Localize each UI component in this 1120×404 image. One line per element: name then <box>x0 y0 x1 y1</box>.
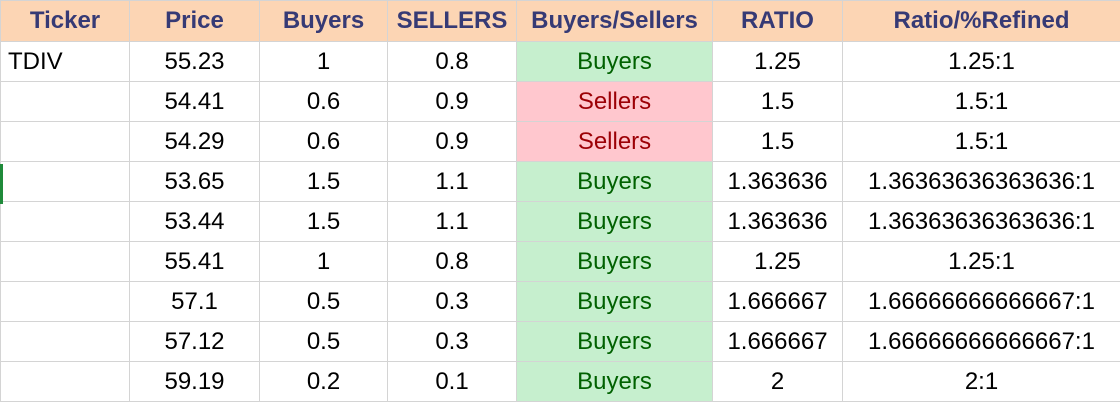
buyers-sellers-cell[interactable]: Sellers <box>516 121 713 162</box>
table-row: 54.29 0.6 0.9 Sellers 1.5 1.5:1 <box>0 121 1120 162</box>
ticker-cell[interactable] <box>0 241 130 282</box>
table-row: TDIV 55.23 1 0.8 Buyers 1.25 1.25:1 <box>0 41 1120 82</box>
buyers-sellers-cell[interactable]: Buyers <box>516 241 713 282</box>
column-header-buyers-sellers[interactable]: Buyers/Sellers <box>516 0 713 42</box>
ratio-cell[interactable]: 1.5 <box>712 81 843 122</box>
ratio-refined-cell[interactable]: 1.36363636363636:1 <box>842 201 1120 242</box>
ticker-cell[interactable] <box>0 81 130 122</box>
price-cell[interactable]: 54.41 <box>129 81 260 122</box>
table-row: 54.41 0.6 0.9 Sellers 1.5 1.5:1 <box>0 81 1120 122</box>
buyers-sellers-cell[interactable]: Buyers <box>516 361 713 402</box>
table-row: 59.19 0.2 0.1 Buyers 2 2:1 <box>0 361 1120 402</box>
ticker-cell[interactable] <box>0 281 130 322</box>
ratio-cell[interactable]: 1.363636 <box>712 161 843 202</box>
buyers-cell[interactable]: 1.5 <box>259 161 388 202</box>
ratio-refined-cell[interactable]: 1.25:1 <box>842 241 1120 282</box>
ticker-cell[interactable] <box>0 121 130 162</box>
buyers-sellers-cell[interactable]: Buyers <box>516 201 713 242</box>
buyers-cell[interactable]: 0.6 <box>259 81 388 122</box>
buyers-cell[interactable]: 0.5 <box>259 281 388 322</box>
ratio-refined-cell[interactable]: 1.66666666666667:1 <box>842 321 1120 362</box>
ratio-cell[interactable]: 1.5 <box>712 121 843 162</box>
buyers-sellers-cell[interactable]: Sellers <box>516 81 713 122</box>
ratio-cell[interactable]: 1.363636 <box>712 201 843 242</box>
table-row: 53.65 1.5 1.1 Buyers 1.363636 1.36363636… <box>0 161 1120 202</box>
sellers-cell[interactable]: 0.8 <box>387 41 517 82</box>
ratio-refined-cell[interactable]: 1.5:1 <box>842 81 1120 122</box>
ticker-cell[interactable] <box>0 321 130 362</box>
column-header-ratio[interactable]: RATIO <box>712 0 843 42</box>
price-cell[interactable]: 53.44 <box>129 201 260 242</box>
table-row: 57.12 0.5 0.3 Buyers 1.666667 1.66666666… <box>0 321 1120 362</box>
price-cell[interactable]: 54.29 <box>129 121 260 162</box>
buyers-cell[interactable]: 0.2 <box>259 361 388 402</box>
price-cell[interactable]: 57.1 <box>129 281 260 322</box>
price-cell[interactable]: 55.41 <box>129 241 260 282</box>
buyers-sellers-cell[interactable]: Buyers <box>516 41 713 82</box>
column-header-ticker[interactable]: Ticker <box>0 0 130 42</box>
buyers-cell[interactable]: 1 <box>259 241 388 282</box>
buyers-cell[interactable]: 1 <box>259 41 388 82</box>
column-header-price[interactable]: Price <box>129 0 260 42</box>
ratio-refined-cell[interactable]: 1.66666666666667:1 <box>842 281 1120 322</box>
ratio-refined-cell[interactable]: 1.5:1 <box>842 121 1120 162</box>
column-header-buyers[interactable]: Buyers <box>259 0 388 42</box>
sellers-cell[interactable]: 0.3 <box>387 281 517 322</box>
sellers-cell[interactable]: 0.8 <box>387 241 517 282</box>
ratio-cell[interactable]: 2 <box>712 361 843 402</box>
ticker-cell[interactable] <box>0 161 130 202</box>
ratio-cell[interactable]: 1.666667 <box>712 281 843 322</box>
sellers-cell[interactable]: 1.1 <box>387 161 517 202</box>
buyers-cell[interactable]: 0.6 <box>259 121 388 162</box>
ticker-cell[interactable] <box>0 361 130 402</box>
price-cell[interactable]: 53.65 <box>129 161 260 202</box>
buyers-cell[interactable]: 1.5 <box>259 201 388 242</box>
sellers-cell[interactable]: 0.3 <box>387 321 517 362</box>
buyers-cell[interactable]: 0.5 <box>259 321 388 362</box>
table-row: 57.1 0.5 0.3 Buyers 1.666667 1.666666666… <box>0 281 1120 322</box>
price-cell[interactable]: 55.23 <box>129 41 260 82</box>
buyers-sellers-cell[interactable]: Buyers <box>516 161 713 202</box>
price-cell[interactable]: 57.12 <box>129 321 260 362</box>
selected-row-indicator <box>0 164 3 204</box>
ratio-cell[interactable]: 1.666667 <box>712 321 843 362</box>
sellers-cell[interactable]: 0.9 <box>387 81 517 122</box>
sellers-cell[interactable]: 1.1 <box>387 201 517 242</box>
table-row: 53.44 1.5 1.1 Buyers 1.363636 1.36363636… <box>0 201 1120 242</box>
column-header-ratio-refined[interactable]: Ratio/%Refined <box>842 0 1120 42</box>
header-row: Ticker Price Buyers SELLERS Buyers/Selle… <box>0 0 1120 42</box>
ratio-refined-cell[interactable]: 1.36363636363636:1 <box>842 161 1120 202</box>
sellers-cell[interactable]: 0.1 <box>387 361 517 402</box>
ratio-refined-cell[interactable]: 1.25:1 <box>842 41 1120 82</box>
buyers-sellers-cell[interactable]: Buyers <box>516 321 713 362</box>
sellers-cell[interactable]: 0.9 <box>387 121 517 162</box>
ticker-cell[interactable] <box>0 201 130 242</box>
buyers-sellers-cell[interactable]: Buyers <box>516 281 713 322</box>
ratio-refined-cell[interactable]: 2:1 <box>842 361 1120 402</box>
price-cell[interactable]: 59.19 <box>129 361 260 402</box>
table-row: 55.41 1 0.8 Buyers 1.25 1.25:1 <box>0 241 1120 282</box>
ratio-cell[interactable]: 1.25 <box>712 41 843 82</box>
column-header-sellers[interactable]: SELLERS <box>387 0 517 42</box>
ratio-cell[interactable]: 1.25 <box>712 241 843 282</box>
ticker-cell[interactable]: TDIV <box>0 41 130 82</box>
